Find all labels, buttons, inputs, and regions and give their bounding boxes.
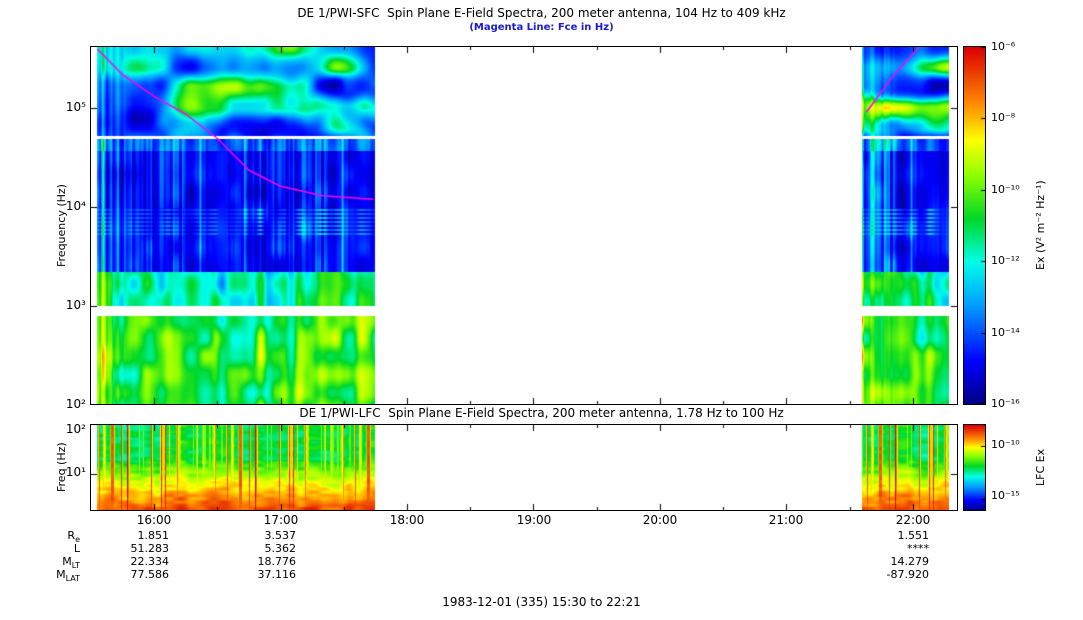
lfc-colorbar-tick: 10⁻¹⁰ <box>991 438 1020 451</box>
label-subscript: e <box>75 535 80 545</box>
ephemeris-value: 77.586 <box>130 568 170 581</box>
lfc-colorbar <box>963 424 986 511</box>
ephemeris-value: 5.362 <box>264 542 297 555</box>
x-axis-tick: 17:00 <box>263 513 299 527</box>
sfc-ytick-label: 10³ <box>65 298 86 312</box>
sfc-ytick-label: 10⁵ <box>65 100 86 114</box>
label-main: R <box>67 529 76 542</box>
ephemeris-row: MLT 22.334 18.776 14.279 <box>0 555 1083 570</box>
label-subscript: LT <box>71 561 80 571</box>
lfc-panel <box>90 424 958 511</box>
ephemeris-value: 18.776 <box>257 555 297 568</box>
lfc-ytick-label: 10¹ <box>65 465 86 479</box>
sfc-colorbar-tick: 10⁻¹⁴ <box>991 326 1020 339</box>
lfc-colorbar-tick: 10⁻¹⁵ <box>991 489 1020 502</box>
ephemeris-value: 3.537 <box>264 529 297 542</box>
ephemeris-label: MLAT <box>30 568 80 583</box>
sfc-colorbar-tick: 10⁻¹⁰ <box>991 183 1020 196</box>
label-subscript: LAT <box>65 574 80 584</box>
x-axis-tick: 18:00 <box>389 513 425 527</box>
sfc-colorbar-tick: 10⁻¹² <box>991 254 1020 267</box>
ephemeris-value: 22.334 <box>130 555 170 568</box>
x-axis-tick: 19:00 <box>516 513 552 527</box>
lfc-colorbar-label: LFC Ex <box>1034 448 1047 487</box>
ephemeris-row: Re 1.851 3.537 1.551 <box>0 529 1083 544</box>
lfc-spectrogram-canvas <box>91 425 957 510</box>
x-axis-tick: 20:00 <box>642 513 678 527</box>
ephemeris-row: MLAT 77.586 37.116 -87.920 <box>0 568 1083 583</box>
lfc-ytick-label: 10² <box>65 422 86 436</box>
ephemeris-value: 1.851 <box>137 529 170 542</box>
x-axis-tick: 21:00 <box>768 513 804 527</box>
sfc-panel <box>90 46 958 405</box>
ephemeris-value: 51.283 <box>130 542 170 555</box>
ephemeris-value: 37.116 <box>257 568 297 581</box>
sfc-colorbar-tick: 10⁻⁸ <box>991 111 1016 124</box>
lfc-colorbar-canvas <box>964 425 985 510</box>
ephemeris-label: L <box>30 542 80 557</box>
ephemeris-value: 14.279 <box>890 555 930 568</box>
label-main: M <box>56 568 66 581</box>
ephemeris-value: **** <box>907 542 929 555</box>
sfc-ytick-label: 10⁴ <box>65 199 86 213</box>
ephemeris-label: Re <box>30 529 80 544</box>
label-main: L <box>73 542 80 555</box>
sfc-colorbar-tick: 10⁻⁶ <box>991 40 1016 53</box>
sfc-spectrogram-canvas <box>91 47 957 404</box>
sfc-colorbar-label: Ex (V² m⁻² Hz⁻¹) <box>1034 180 1047 271</box>
fce-subtitle: (Magenta Line: Fce in Hz) <box>469 22 614 33</box>
ephemeris-value: -87.920 <box>886 568 929 581</box>
sfc-colorbar-canvas <box>964 47 985 404</box>
sfc-title: DE 1/PWI-SFC Spin Plane E-Field Spectra,… <box>297 6 786 20</box>
x-axis-tick: 16:00 <box>136 513 172 527</box>
sfc-colorbar <box>963 46 986 405</box>
x-axis-tick: 22:00 <box>895 513 931 527</box>
lfc-title: DE 1/PWI-LFC Spin Plane E-Field Spectra,… <box>299 406 784 420</box>
ephemeris-row: L 51.283 5.362 **** <box>0 542 1083 555</box>
label-main: M <box>62 555 72 568</box>
ephemeris-value: 1.551 <box>897 529 930 542</box>
date-range-caption: 1983-12-01 (335) 15:30 to 22:21 <box>442 595 641 609</box>
ephemeris-label: MLT <box>30 555 80 570</box>
sfc-colorbar-tick: 10⁻¹⁶ <box>991 397 1020 410</box>
sfc-ytick-label: 10² <box>65 397 86 411</box>
